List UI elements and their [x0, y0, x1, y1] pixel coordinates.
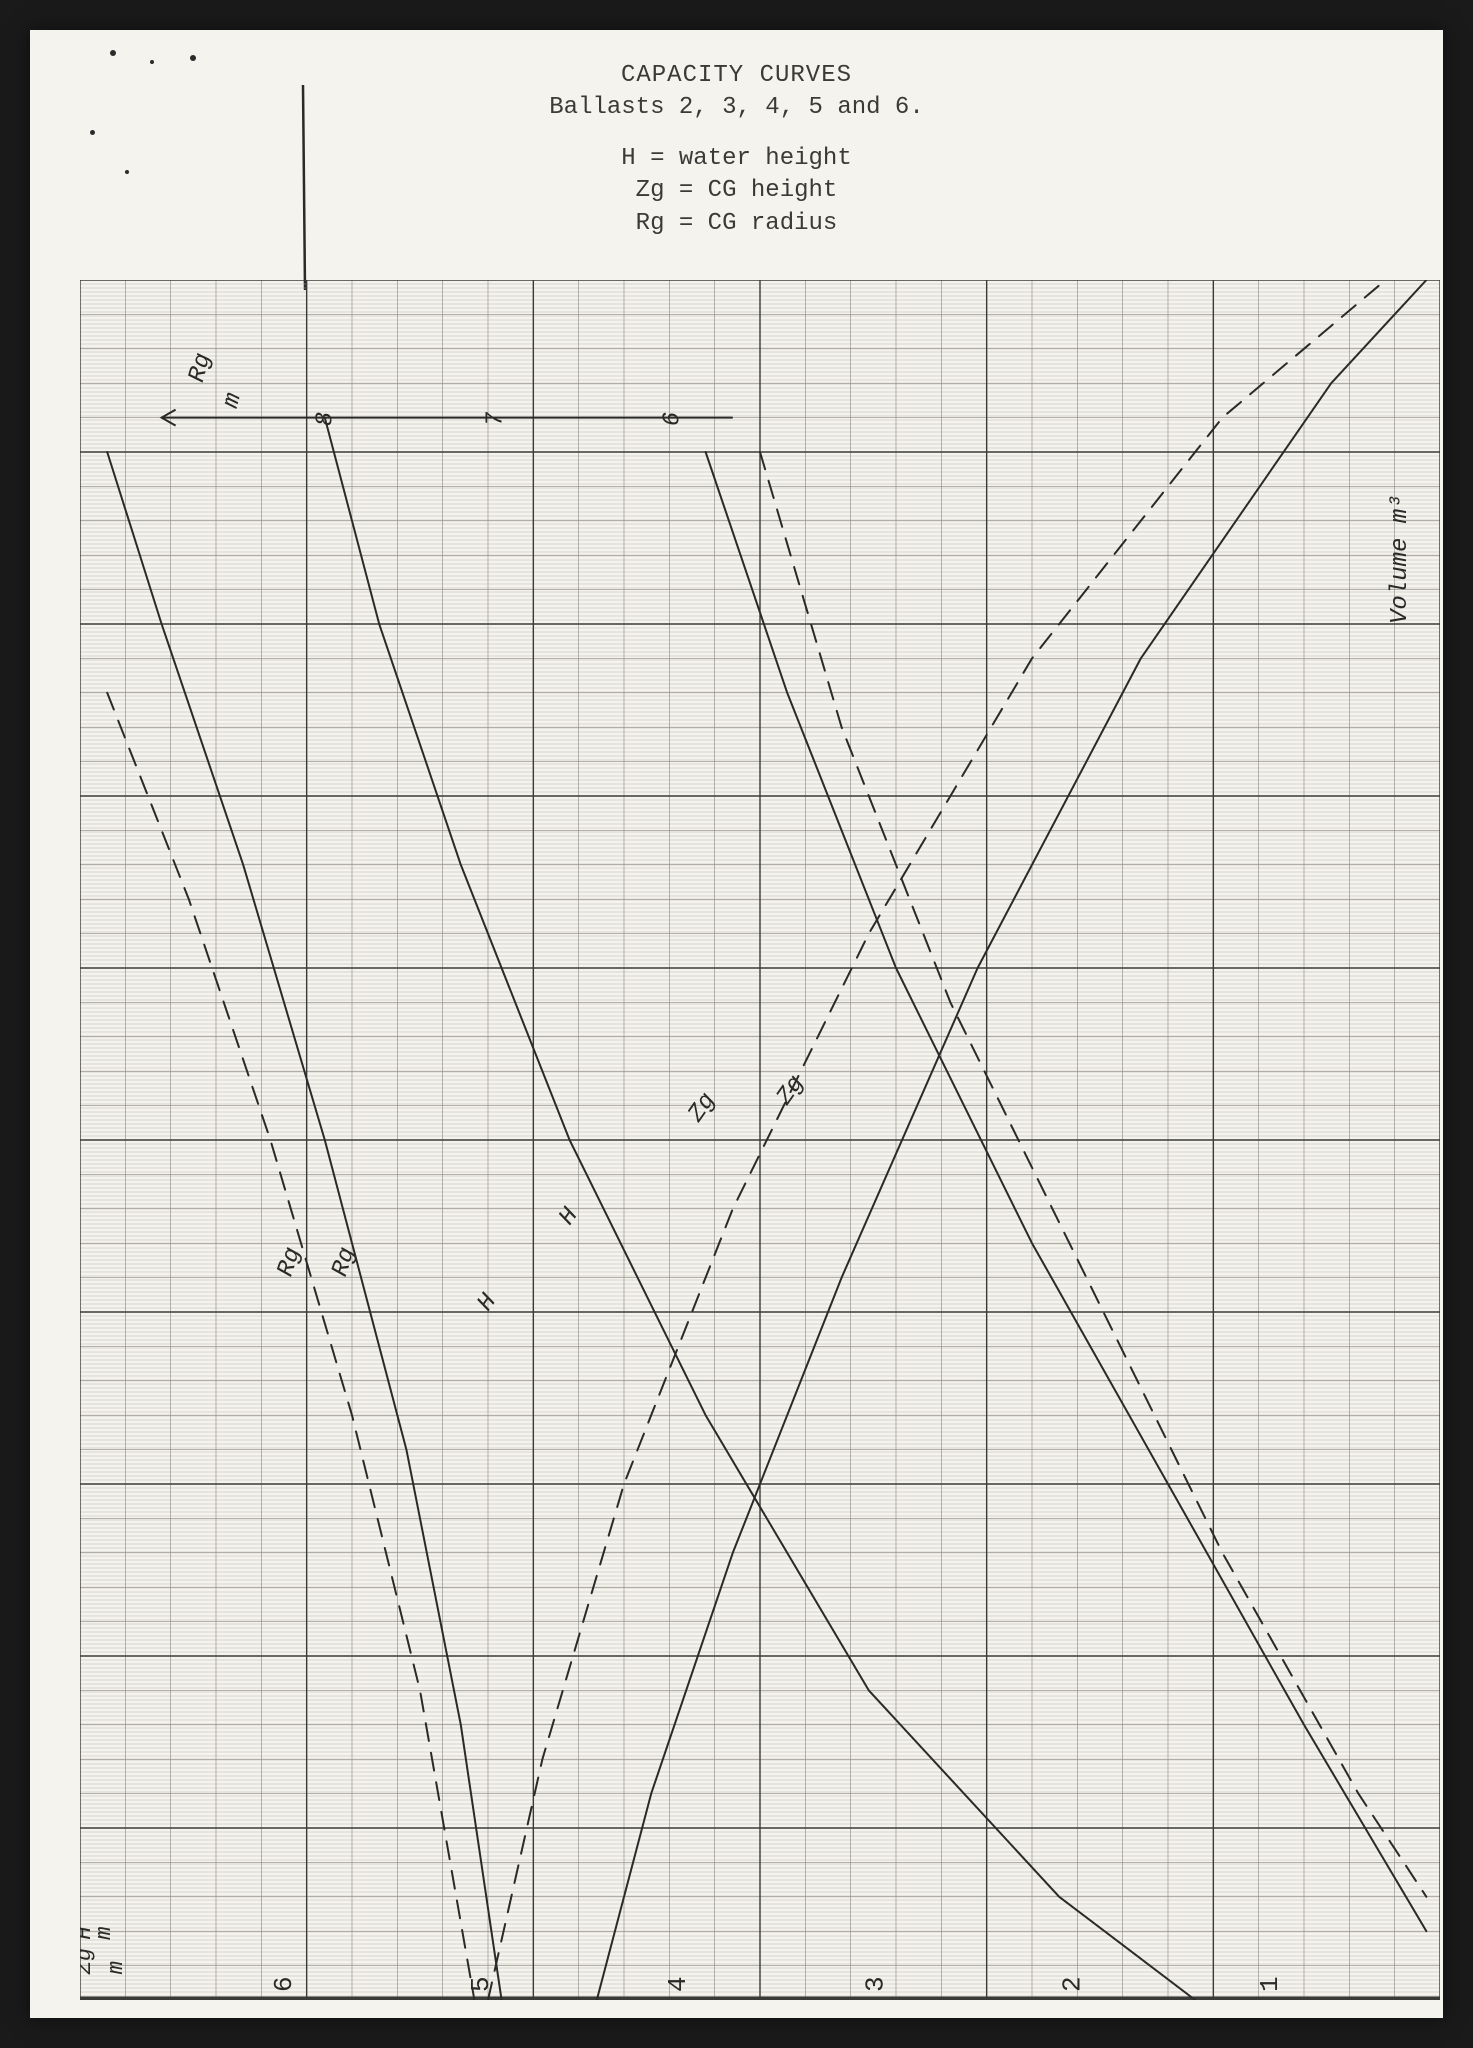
legend-line-2: Zg = CG height	[30, 175, 1443, 207]
header: CAPACITY CURVES Ballasts 2, 3, 4, 5 and …	[30, 60, 1443, 240]
legend-line-1: H = water height	[30, 143, 1443, 175]
y-axis-label: Zg	[80, 1948, 97, 1975]
x-tick-label: 3	[860, 1976, 890, 1992]
curve-label: Volume m³	[1387, 494, 1414, 624]
chart-title: CAPACITY CURVES	[30, 60, 1443, 92]
x-tick-label: 4	[663, 1976, 693, 1992]
x-tick-label: 1	[1255, 1976, 1285, 1992]
stray-line	[300, 85, 310, 290]
curve-label: 6	[659, 412, 686, 426]
curve-label: Rg	[273, 1244, 308, 1280]
chart-subtitle: Ballasts 2, 3, 4, 5 and 6.	[30, 92, 1443, 124]
curve-label: 7	[483, 411, 510, 426]
curve-Zg	[706, 452, 1427, 1931]
curve-label: H	[554, 1203, 585, 1231]
y-axis-label: m	[92, 1927, 117, 1940]
x-tick-label: 2	[1058, 1976, 1088, 1992]
capacity-chart: Rgm876RgRgHHZgZgVolume m³123456HmZgm	[80, 280, 1440, 2000]
speck	[110, 50, 116, 56]
x-tick-label: 6	[269, 1976, 299, 1992]
legend-line-3: Rg = CG radius	[30, 208, 1443, 240]
y-axis-label: m	[104, 1961, 129, 1974]
curve-label: Zg	[771, 1071, 810, 1111]
scanned-page: CAPACITY CURVES Ballasts 2, 3, 4, 5 and …	[30, 30, 1443, 2018]
curve-label: Rg	[327, 1244, 362, 1280]
curve-label: 8	[313, 412, 340, 426]
curve-label: Zg	[683, 1088, 722, 1128]
x-tick-label: 5	[466, 1976, 496, 1992]
